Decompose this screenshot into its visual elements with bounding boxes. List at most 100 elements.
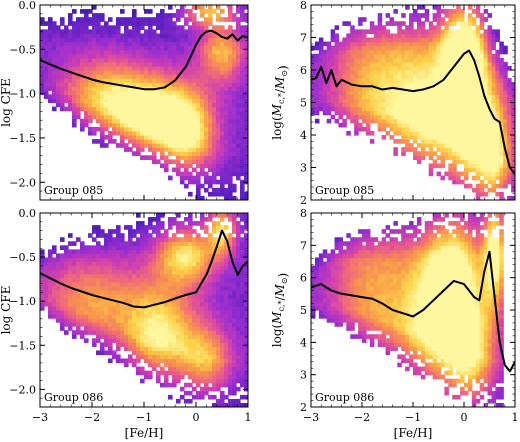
density-cell — [479, 41, 485, 47]
density-cell — [200, 139, 205, 144]
density-cell — [487, 13, 493, 18]
density-cell — [92, 21, 97, 26]
density-cell — [196, 314, 201, 319]
density-cell — [204, 346, 209, 352]
density-cell — [369, 61, 375, 67]
density-cell — [176, 314, 181, 319]
density-cell — [393, 53, 398, 59]
density-cell — [124, 338, 129, 343]
density-cell — [160, 53, 165, 59]
density-cell — [40, 281, 45, 287]
density-cell — [168, 305, 173, 311]
density-cell — [172, 74, 177, 79]
density-cell — [483, 53, 489, 59]
density-cell — [448, 130, 453, 136]
density-cell — [188, 94, 193, 100]
density-cell — [507, 179, 512, 185]
density-cell — [424, 45, 430, 51]
density-cell — [48, 301, 53, 307]
density-cell — [483, 70, 489, 75]
density-cell — [495, 102, 500, 108]
density-cell — [172, 330, 177, 335]
density-cell — [140, 98, 145, 104]
density-cell — [413, 90, 418, 95]
density-cell — [350, 110, 355, 116]
density-cell — [100, 314, 105, 319]
density-cell — [160, 49, 165, 55]
density-cell — [92, 273, 97, 279]
density-cell — [495, 37, 500, 43]
density-cell — [124, 49, 129, 55]
density-cell — [144, 374, 149, 380]
density-cell — [448, 65, 453, 71]
density-cell — [350, 114, 355, 120]
density-cell — [120, 326, 125, 331]
density-cell — [369, 57, 375, 63]
density-cell — [397, 139, 402, 144]
density-cell — [507, 130, 512, 136]
density-cell — [192, 342, 197, 347]
density-cell — [318, 82, 324, 87]
density-cell — [503, 94, 508, 100]
density-cell — [401, 102, 406, 108]
density-cell — [200, 261, 205, 267]
density-cell — [393, 74, 398, 79]
density-cell — [420, 53, 426, 59]
density-cell — [124, 245, 129, 250]
density-cell — [152, 135, 157, 140]
density-cell — [188, 366, 193, 372]
density-cell — [176, 213, 181, 218]
density-cell — [204, 94, 209, 100]
density-cell — [369, 114, 375, 120]
density-cell — [160, 110, 165, 116]
density-cell — [208, 330, 213, 335]
density-cell — [108, 114, 113, 120]
density-cell — [236, 151, 241, 156]
density-cell — [401, 86, 406, 91]
density-cell — [322, 90, 328, 95]
density-cell — [148, 322, 153, 327]
density-cell — [452, 155, 457, 160]
density-cell — [220, 139, 225, 144]
density-cell — [184, 346, 189, 352]
density-cell — [436, 102, 442, 108]
density-cell — [160, 29, 165, 35]
density-cell — [240, 70, 245, 75]
density-cell — [80, 49, 85, 55]
density-cell — [220, 187, 225, 193]
density-cell — [483, 171, 489, 177]
density-cell — [68, 98, 73, 104]
density-cell — [172, 310, 177, 315]
density-cell — [176, 342, 181, 347]
density-cell — [236, 106, 241, 112]
density-cell — [314, 94, 320, 100]
density-cell — [420, 130, 426, 136]
density-cell — [471, 86, 477, 91]
density-cell — [452, 175, 457, 181]
density-cell — [479, 90, 485, 95]
density-cell — [342, 98, 347, 104]
density-cell — [452, 37, 457, 43]
density-cell — [144, 98, 149, 104]
density-cell — [224, 70, 229, 75]
density-cell — [358, 29, 363, 35]
density-cell — [164, 346, 169, 352]
density-cell — [467, 139, 473, 144]
density-cell — [362, 61, 367, 67]
density-cell — [212, 65, 217, 71]
density-cell — [334, 78, 340, 83]
density-cell — [188, 221, 193, 226]
density-cell — [68, 82, 73, 87]
density-cell — [68, 53, 73, 59]
density-cell — [196, 82, 201, 87]
density-cell — [452, 17, 457, 22]
density-cell — [68, 326, 73, 331]
density-cell — [84, 330, 89, 335]
density-cell — [330, 94, 336, 100]
density-cell — [96, 289, 101, 295]
density-cell — [452, 106, 457, 112]
density-cell — [116, 338, 121, 343]
y-tick-label: 3 — [300, 162, 307, 175]
density-cell — [44, 289, 49, 295]
density-cell — [124, 241, 129, 246]
